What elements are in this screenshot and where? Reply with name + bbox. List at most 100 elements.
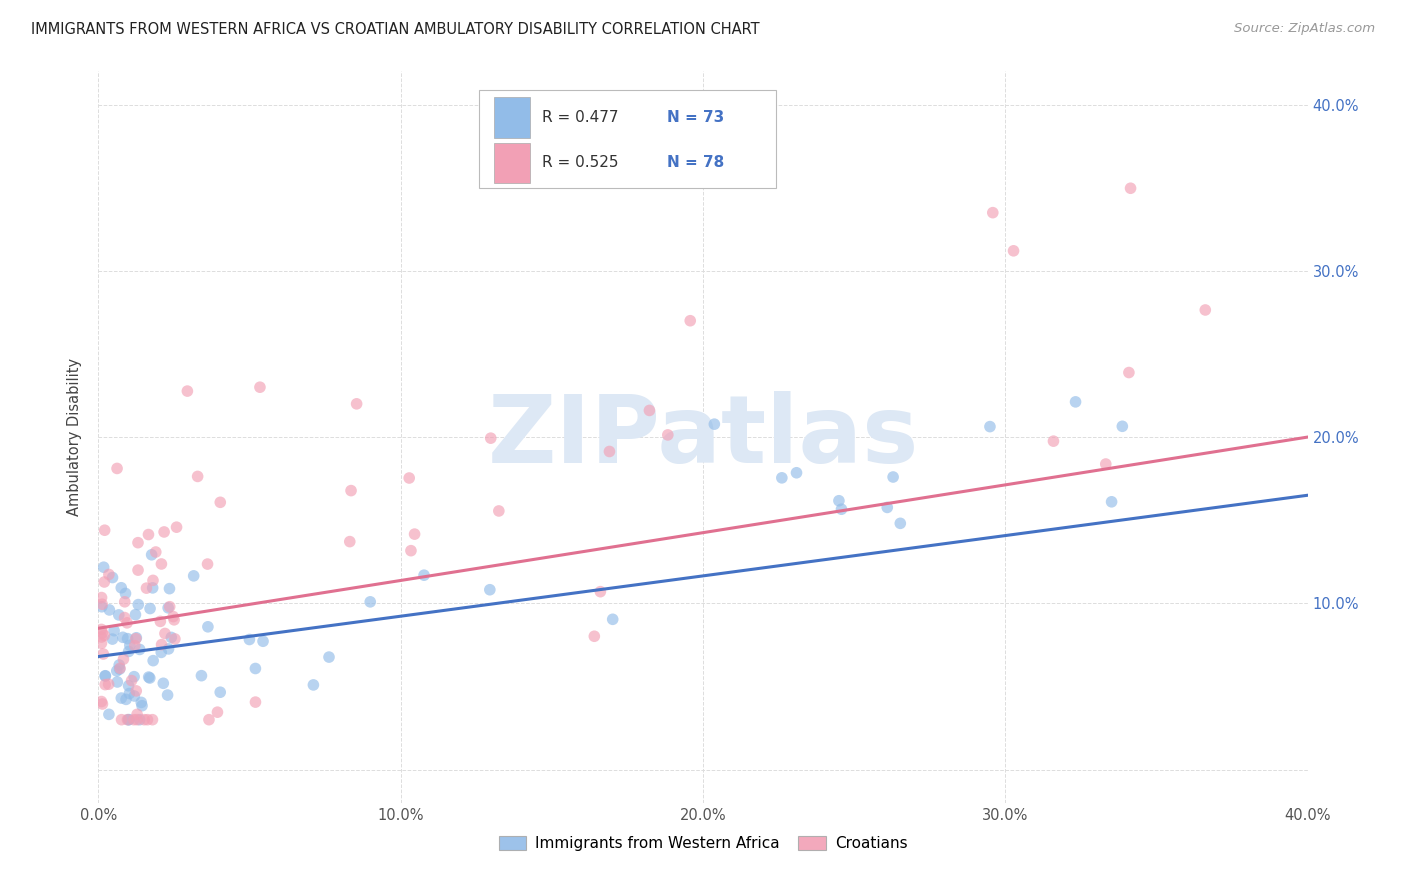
Point: [1094, 457, 1116, 471]
Text: IMMIGRANTS FROM WESTERN AFRICA VS CROATIAN AMBULATORY DISABILITY CORRELATION CHA: IMMIGRANTS FROM WESTERN AFRICA VS CROATI…: [31, 22, 759, 37]
Point: [249, 380, 271, 394]
Point: [134, 713, 156, 727]
Point: [141, 548, 163, 562]
Point: [157, 600, 180, 615]
Point: [117, 632, 139, 646]
Point: [125, 684, 148, 698]
Text: R = 0.477: R = 0.477: [543, 110, 619, 125]
Point: [163, 613, 186, 627]
Point: [93, 574, 115, 589]
Point: [153, 626, 176, 640]
Point: [115, 692, 138, 706]
Point: [150, 557, 173, 571]
Point: [127, 535, 149, 549]
Point: [114, 586, 136, 600]
Point: [153, 524, 176, 539]
Point: [122, 670, 145, 684]
Point: [90, 599, 112, 614]
Point: [103, 624, 125, 638]
Point: [131, 698, 153, 713]
FancyBboxPatch shape: [479, 90, 776, 188]
Point: [93, 628, 115, 642]
Point: [118, 644, 141, 658]
Point: [197, 557, 219, 571]
Point: [135, 581, 157, 595]
Point: [413, 568, 436, 582]
Point: [398, 471, 420, 485]
Point: [117, 713, 139, 727]
Point: [197, 620, 219, 634]
Point: [150, 645, 173, 659]
Point: [602, 612, 624, 626]
Point: [183, 569, 205, 583]
Y-axis label: Ambulatory Disability: Ambulatory Disability: [67, 358, 83, 516]
Point: [156, 688, 179, 702]
Point: [981, 205, 1004, 219]
Point: [90, 636, 112, 650]
Point: [108, 662, 131, 676]
Point: [128, 713, 150, 727]
Point: [97, 707, 120, 722]
Point: [187, 469, 209, 483]
Point: [139, 601, 162, 615]
Point: [1118, 366, 1140, 380]
Point: [399, 543, 422, 558]
Point: [127, 713, 149, 727]
Point: [882, 470, 904, 484]
Point: [97, 677, 120, 691]
Point: [1111, 419, 1133, 434]
Point: [830, 502, 852, 516]
Point: [889, 516, 911, 531]
Point: [110, 713, 132, 727]
Point: [638, 403, 661, 417]
Point: [124, 639, 146, 653]
Point: [101, 570, 124, 584]
Point: [97, 567, 120, 582]
Point: [110, 581, 132, 595]
Point: [302, 678, 325, 692]
Point: [159, 582, 181, 596]
Point: [127, 707, 149, 722]
Point: [786, 466, 808, 480]
Point: [238, 632, 260, 647]
Point: [108, 661, 131, 675]
Point: [107, 607, 129, 622]
Point: [703, 417, 725, 432]
Point: [1002, 244, 1025, 258]
Point: [209, 495, 232, 509]
Point: [150, 638, 173, 652]
Point: [157, 641, 180, 656]
Point: [141, 713, 163, 727]
Point: [488, 504, 510, 518]
Point: [122, 713, 145, 727]
Point: [207, 705, 229, 719]
Point: [198, 713, 221, 727]
Point: [190, 668, 212, 682]
Point: [339, 534, 361, 549]
Point: [90, 694, 112, 708]
Point: [589, 584, 612, 599]
Point: [111, 630, 134, 644]
Point: [979, 419, 1001, 434]
Point: [128, 642, 150, 657]
Point: [252, 634, 274, 648]
Point: [245, 695, 267, 709]
Point: [108, 658, 131, 673]
Point: [1101, 495, 1123, 509]
Point: [876, 500, 898, 515]
Point: [94, 669, 117, 683]
Point: [136, 713, 159, 727]
FancyBboxPatch shape: [494, 97, 530, 137]
Point: [110, 691, 132, 706]
Legend: Immigrants from Western Africa, Croatians: Immigrants from Western Africa, Croatian…: [492, 830, 914, 857]
Text: N = 73: N = 73: [666, 110, 724, 125]
Point: [479, 431, 502, 445]
Text: N = 78: N = 78: [666, 155, 724, 170]
Point: [138, 527, 160, 541]
Point: [152, 676, 174, 690]
Text: Source: ZipAtlas.com: Source: ZipAtlas.com: [1234, 22, 1375, 36]
Point: [117, 713, 139, 727]
Point: [159, 599, 181, 614]
FancyBboxPatch shape: [494, 143, 530, 183]
Point: [404, 527, 426, 541]
